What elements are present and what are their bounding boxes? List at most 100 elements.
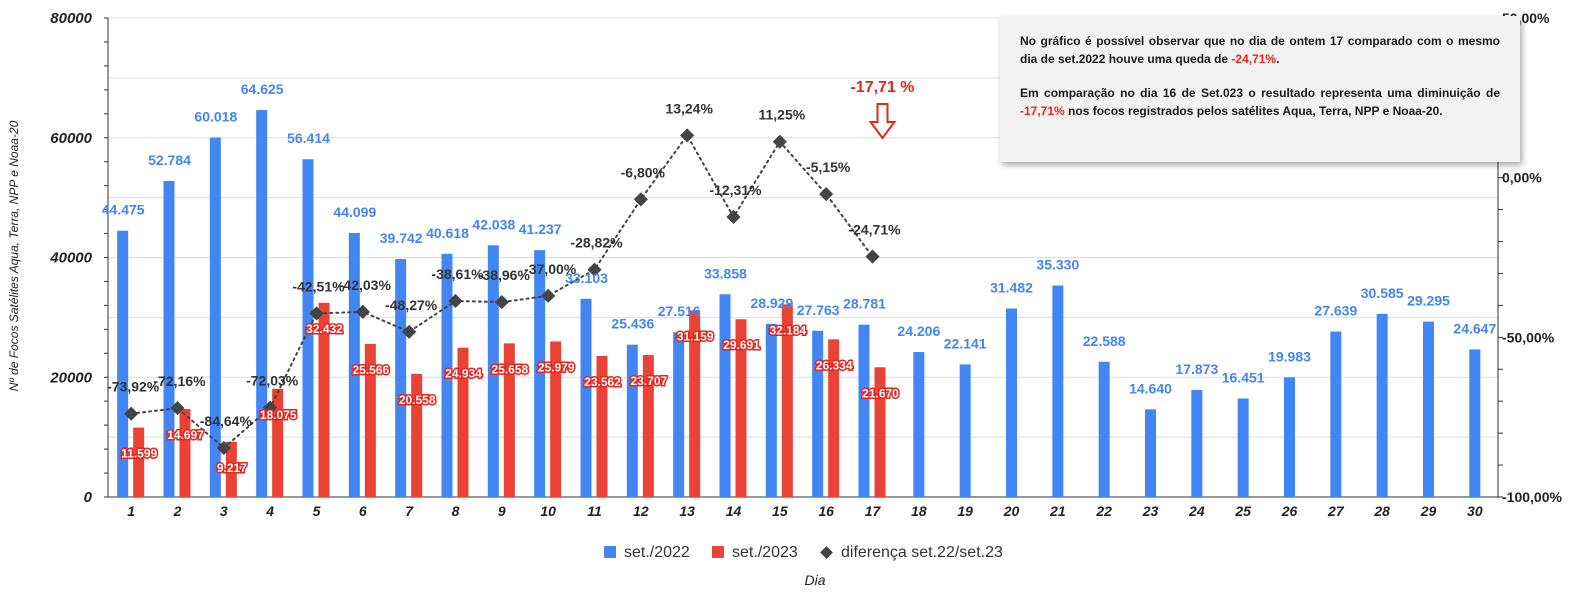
data-label-set-2022: 44.099 — [333, 204, 376, 220]
bar-set-2023 — [642, 355, 654, 497]
bar-set-2022 — [1330, 331, 1342, 497]
data-label-difference: -24,71% — [848, 222, 901, 238]
y-tick-label: 80000 — [50, 10, 92, 27]
x-tick-label: 11 — [587, 503, 602, 519]
x-tick-label: 7 — [405, 503, 414, 519]
legend-swatch-difference — [820, 546, 833, 559]
data-label-set-2023: 11.599 — [121, 447, 157, 461]
bar-set-2022 — [1052, 285, 1064, 497]
data-label-set-2022: 33.858 — [704, 265, 747, 281]
data-label-set-2022: 28.929 — [750, 295, 793, 311]
x-tick-label: 2 — [173, 503, 182, 519]
difference-point — [865, 249, 880, 264]
difference-point — [819, 187, 834, 202]
bar-set-2023 — [874, 367, 886, 497]
data-label-set-2022: 25.436 — [611, 316, 654, 332]
y-axis-title: Nº de Focos Satélites Aqua, Terra, NPP e… — [7, 120, 21, 391]
bar-set-2022 — [1376, 313, 1388, 497]
data-label-set-2023: 25.979 — [538, 360, 575, 374]
bar-set-2022 — [1237, 398, 1249, 497]
data-label-difference: -28,82% — [570, 235, 623, 251]
x-tick-label: 15 — [772, 503, 788, 519]
data-label-difference: -42,03% — [339, 277, 392, 293]
note-paragraph-2: Em comparação no dia 16 de Set.023 o res… — [1020, 84, 1500, 120]
data-label-set-2023: 14.697 — [167, 428, 204, 442]
x-tick-label: 8 — [452, 503, 460, 519]
bar-set-2022 — [812, 330, 824, 497]
data-label-difference: -73,92% — [107, 379, 160, 395]
bar-set-2022 — [959, 364, 971, 497]
data-label-difference: -37,00% — [524, 261, 577, 277]
bar-set-2022 — [163, 180, 175, 497]
data-label-set-2023: 23.707 — [630, 374, 667, 388]
data-label-difference: 13,24% — [665, 100, 713, 116]
difference-point — [633, 192, 648, 207]
data-label-set-2022: 27.639 — [1314, 303, 1357, 319]
bar-set-2023 — [457, 347, 469, 497]
difference-point — [216, 440, 231, 456]
difference-point — [541, 288, 556, 303]
data-label-set-2022: 64.625 — [241, 81, 284, 97]
data-label-set-2023: 32.184 — [769, 323, 806, 337]
x-tick-label: 22 — [1095, 503, 1112, 519]
x-tick-label: 23 — [1142, 503, 1159, 519]
data-label-difference: -6,80% — [621, 164, 666, 180]
bar-set-2022 — [348, 232, 360, 497]
x-tick-label: 20 — [1003, 503, 1020, 519]
note-p2-end: nos focos registrados pelos satélites Aq… — [1064, 104, 1443, 118]
bar-set-2023 — [781, 304, 793, 497]
data-label-set-2023: 25.658 — [491, 362, 528, 376]
legend-swatch-set-2022 — [604, 546, 616, 558]
data-label-set-2022: 28.781 — [843, 296, 886, 312]
y2-tick-label: -100,00% — [1502, 489, 1562, 505]
data-label-set-2023: 31.159 — [677, 329, 714, 343]
data-label-set-2022: 27.516 — [658, 303, 701, 319]
bar-set-2023 — [689, 310, 701, 497]
y-tick-label: 60000 — [50, 130, 92, 147]
x-tick-label: 25 — [1234, 503, 1251, 519]
x-tick-label: 19 — [957, 503, 973, 519]
x-tick-label: 28 — [1373, 503, 1390, 519]
note-p1-highlight: -24,71% — [1231, 52, 1277, 66]
data-label-set-2022: 52.784 — [148, 152, 191, 168]
data-label-set-2022: 42.038 — [472, 216, 515, 232]
x-tick-label: 13 — [679, 503, 695, 519]
data-label-set-2022: 44.475 — [102, 202, 145, 218]
data-label-set-2022: 22.588 — [1083, 333, 1126, 349]
data-label-set-2022: 30.585 — [1361, 285, 1404, 301]
legend-swatch-set-2023 — [712, 546, 724, 558]
bar-set-2022 — [395, 259, 407, 497]
data-label-set-2022: 17.873 — [1175, 361, 1218, 377]
data-label-set-2023: 29.691 — [723, 338, 760, 352]
data-label-set-2023: 24.934 — [445, 367, 482, 381]
x-tick-label: 9 — [498, 503, 506, 519]
note-p1-end: . — [1276, 52, 1280, 66]
data-label-set-2022: 31.482 — [990, 280, 1033, 296]
data-label-set-2023: 25.566 — [352, 363, 389, 377]
bar-set-2022 — [858, 324, 870, 497]
data-label-set-2023: 9.217 — [217, 461, 247, 475]
data-label-set-2022: 40.618 — [426, 225, 469, 241]
difference-point — [772, 134, 787, 149]
x-tick-label: 6 — [359, 503, 367, 519]
difference-point — [402, 324, 417, 339]
legend-label-set-2022: set./2022 — [624, 544, 690, 561]
data-label-set-2023: 18.075 — [260, 408, 297, 422]
x-tick-label: 5 — [313, 503, 321, 519]
note-box: No gráfico é possível observar que no di… — [1000, 16, 1520, 162]
y2-tick-label: -50,00% — [1502, 329, 1555, 345]
x-tick-label: 3 — [220, 503, 228, 519]
data-label-set-2022: 35.330 — [1036, 256, 1079, 272]
legend-label-set-2023: set./2023 — [732, 544, 798, 561]
note-paragraph-1: No gráfico é possível observar que no di… — [1020, 32, 1500, 68]
data-label-difference: -42,51% — [292, 278, 345, 294]
difference-point — [263, 400, 278, 415]
data-label-difference: -38,96% — [478, 267, 531, 283]
x-tick-label: 1 — [127, 503, 135, 519]
bar-set-2022 — [117, 230, 129, 497]
down-arrow-icon — [868, 103, 897, 140]
bar-set-2022 — [719, 294, 731, 497]
data-label-set-2023: 26.334 — [816, 358, 853, 372]
difference-point — [309, 306, 324, 321]
bar-set-2022 — [913, 352, 925, 497]
